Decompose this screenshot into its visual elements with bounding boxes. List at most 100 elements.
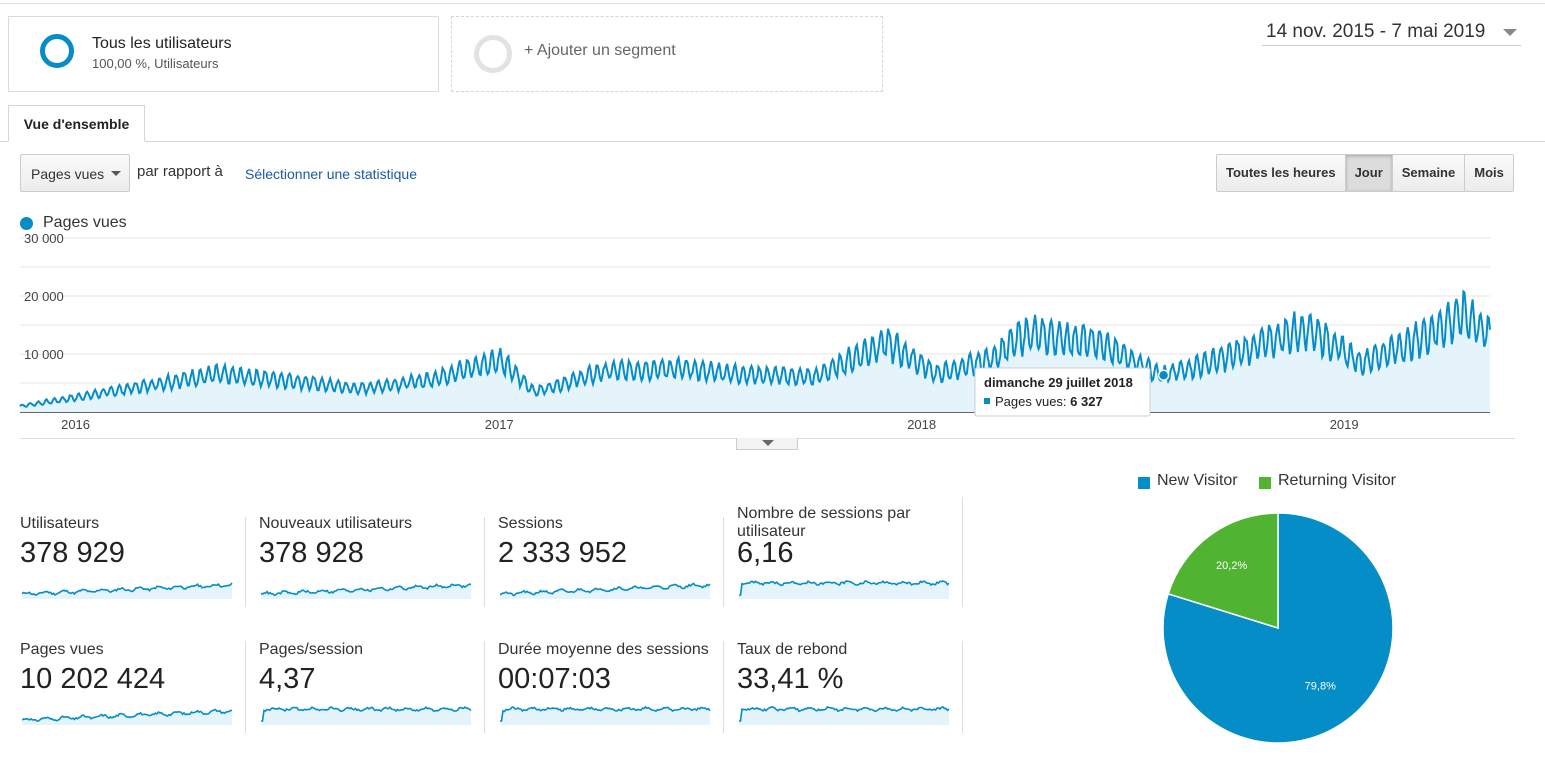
legend-swatch-new <box>1138 477 1150 489</box>
tooltip-value: 6 327 <box>1070 394 1103 409</box>
kpi-separator <box>245 641 246 733</box>
kpi-card[interactable]: Taux de rebond 33,41 % <box>737 631 967 741</box>
metric-select[interactable]: Pages vues <box>20 154 130 192</box>
granularity-month-button[interactable]: Mois <box>1465 155 1513 191</box>
sparkline-line <box>22 582 233 597</box>
x-tick-label: 2017 <box>485 417 514 432</box>
kpi-label: Sessions <box>498 515 563 532</box>
series-area <box>20 291 1490 412</box>
chevron-down-icon <box>1503 29 1517 36</box>
kpi-card[interactable]: Utilisateurs 378 929 <box>20 505 250 615</box>
kpi-label: Nouveaux utilisateurs <box>259 515 412 532</box>
kpi-value: 2 333 952 <box>498 537 628 569</box>
kpi-value: 378 928 <box>259 537 364 569</box>
top-divider <box>0 3 1545 4</box>
kpi-value: 00:07:03 <box>498 663 611 695</box>
kpi-separator <box>723 517 724 607</box>
kpi-value: 378 929 <box>20 537 125 569</box>
sparkline-line <box>739 579 950 596</box>
sparkline-line <box>500 582 711 597</box>
sparkline-line <box>500 705 711 722</box>
metric-select-value: Pages vues <box>31 166 105 182</box>
kpi-separator <box>962 497 963 607</box>
granularity-toggle: Toutes les heures Jour Semaine Mois <box>1216 154 1514 192</box>
pie-legend-new: New Visitor <box>1138 472 1238 490</box>
kpi-card[interactable]: Pages vues 10 202 424 <box>20 631 250 741</box>
kpi-separator <box>245 517 246 607</box>
legend-swatch-returning <box>1259 477 1271 489</box>
kpi-card[interactable]: Durée moyenne des sessions 00:07:03 <box>498 631 728 741</box>
tooltip-date: dimanche 29 juillet 2018 <box>984 375 1133 390</box>
kpi-label: Nombre de sessions par utilisateur <box>737 505 911 540</box>
kpi-card[interactable]: Pages/session 4,37 <box>259 631 489 741</box>
chart-legend-label: Pages vues <box>43 214 127 231</box>
pageviews-line-chart[interactable]: 30 000 20 000 10 000 2016 2017 2018 2019 dimanc… <box>0 230 1545 440</box>
y-tick-label: 10 000 <box>24 347 64 362</box>
x-tick-label: 2018 <box>907 417 936 432</box>
kpi-card[interactable]: Nombre de sessions par utilisateur 6,16 <box>737 505 967 615</box>
date-range-text: 14 nov. 2015 - 7 mai 2019 <box>1266 21 1486 42</box>
sparkline-line <box>22 708 233 722</box>
legend-dot-icon <box>20 217 33 230</box>
kpi-separator <box>484 641 485 733</box>
add-segment-button[interactable]: + Ajouter un segment <box>451 16 883 92</box>
pie-slice <box>1167 512 1279 630</box>
segment-subtitle: 100,00 %, Utilisateurs <box>92 56 219 71</box>
y-tick-label: 20 000 <box>24 289 64 304</box>
kpi-sparkline <box>739 705 950 725</box>
pie-slice-label: 20,2% <box>1216 560 1247 572</box>
tooltip-swatch <box>984 398 990 404</box>
tab-overview[interactable]: Vue d'ensemble <box>8 105 145 142</box>
chart-tooltip: dimanche 29 juillet 2018 Pages vues: 6 32… <box>974 367 1151 417</box>
granularity-day-button[interactable]: Jour <box>1345 155 1393 191</box>
segment-all-users[interactable]: Tous les utilisateurs 100,00 %, Utilisat… <box>8 16 439 92</box>
select-stat-link[interactable]: Sélectionner une statistique <box>245 166 417 182</box>
kpi-card[interactable]: Nouveaux utilisateurs 378 928 <box>259 505 489 615</box>
y-tick-label: 30 000 <box>24 231 64 246</box>
add-segment-label: + Ajouter un segment <box>524 42 676 59</box>
pie-legend-returning-label: Returning Visitor <box>1278 472 1396 489</box>
x-tick-label: 2019 <box>1330 417 1359 432</box>
compare-label: par rapport à <box>137 163 223 180</box>
kpi-sparkline <box>261 706 472 725</box>
kpi-value: 4,37 <box>259 663 316 695</box>
kpi-separator <box>484 517 485 607</box>
kpi-value: 10 202 424 <box>20 663 166 695</box>
sparkline-area <box>261 584 471 599</box>
x-tick-label: 2016 <box>61 417 90 432</box>
kpi-sparkline <box>500 705 711 725</box>
kpi-separator <box>723 641 724 733</box>
pie-legend-returning: Returning Visitor <box>1259 472 1396 490</box>
visitor-type-pie-chart[interactable]: 79,8% 20,2% <box>1150 500 1410 760</box>
date-range-picker[interactable]: 14 nov. 2015 - 7 mai 2019 <box>1262 20 1521 46</box>
kpi-label: Durée moyenne des sessions <box>498 641 709 658</box>
kpi-sparkline <box>22 582 233 599</box>
kpi-card[interactable]: Sessions 2 333 952 <box>498 505 728 615</box>
kpi-value: 6,16 <box>737 537 794 569</box>
chevron-down-icon <box>111 171 121 176</box>
kpi-separator <box>962 641 963 733</box>
empty-segment-ring-icon <box>474 35 512 73</box>
sparkline-area <box>500 707 710 725</box>
kpi-sparkline <box>739 579 950 599</box>
pie-legend-new-label: New Visitor <box>1157 472 1238 489</box>
segment-ring-icon <box>40 34 74 68</box>
chevron-down-icon <box>762 440 774 446</box>
sparkline-line <box>261 583 472 597</box>
sparkline-line <box>261 706 472 722</box>
pie-slice <box>1162 512 1394 744</box>
tooltip-metric: Pages vues: 6 327 <box>995 394 1103 409</box>
series-line <box>19 289 1491 408</box>
collapse-chart-button[interactable] <box>736 438 798 450</box>
kpi-sparkline <box>261 583 472 599</box>
kpi-value: 33,41 % <box>737 663 844 695</box>
kpi-sparkline <box>500 582 711 599</box>
granularity-hourly-button[interactable]: Toutes les heures <box>1217 155 1346 191</box>
kpi-label: Taux de rebond <box>737 641 848 658</box>
tab-divider <box>0 141 1545 142</box>
tooltip-box <box>974 367 1151 417</box>
kpi-sparkline <box>22 708 233 725</box>
granularity-week-button[interactable]: Semaine <box>1392 155 1466 191</box>
kpi-label: Pages/session <box>259 641 364 658</box>
pie-slice-label: 79,8% <box>1305 680 1336 692</box>
